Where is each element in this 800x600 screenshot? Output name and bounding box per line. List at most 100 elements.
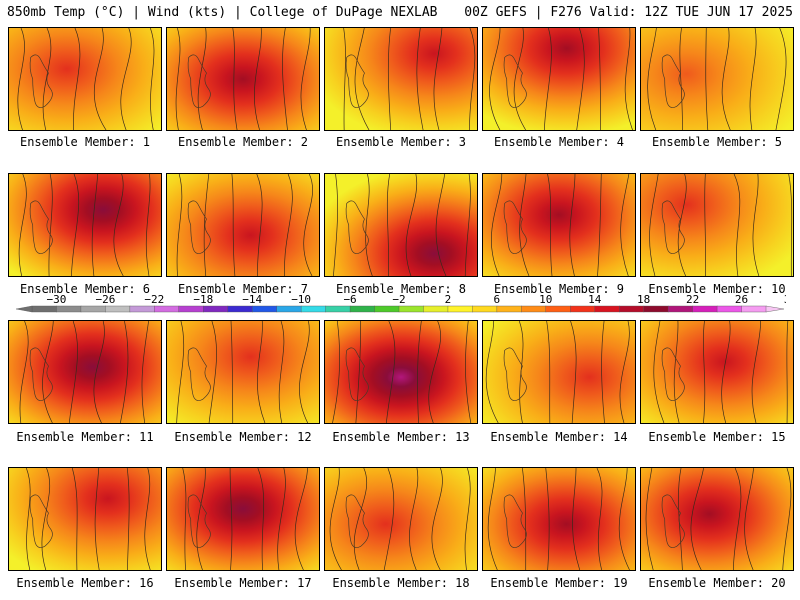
ensemble-member-map <box>166 27 320 131</box>
colorbar-swatch <box>447 305 473 313</box>
contour-line <box>465 321 472 423</box>
contour-line <box>721 28 731 130</box>
contour-line <box>704 174 707 276</box>
contour-line <box>619 321 630 423</box>
contour-line <box>428 321 441 423</box>
contour-line <box>294 468 308 570</box>
contour-line <box>73 28 81 130</box>
contour-line <box>385 321 396 423</box>
ensemble-member-map <box>8 320 162 424</box>
colorbar-tick-label: −18 <box>193 295 213 306</box>
temperature-colorbar: −30−26−22−18−14−10−6−2261014182226303438… <box>15 295 786 313</box>
contour-line <box>71 468 78 570</box>
temperature-field <box>641 174 793 276</box>
colorbar-tick-label: −14 <box>242 295 262 306</box>
colorbar-swatch <box>178 305 204 313</box>
colorbar-swatch <box>251 305 278 313</box>
colorbar-tick-label: 6 <box>494 295 501 306</box>
contour-line <box>620 174 630 276</box>
contour-line <box>598 28 601 130</box>
terrain-contour <box>661 200 685 254</box>
terrain-contour <box>187 200 211 254</box>
temperature-field <box>9 174 161 276</box>
temperature-field <box>9 468 161 570</box>
contour-line <box>176 321 185 423</box>
colorbar-swatch <box>643 305 669 313</box>
ensemble-member-label: Ensemble Member: 10 <box>648 282 786 296</box>
contour-line <box>343 28 346 130</box>
ensemble-member-map <box>166 320 320 424</box>
temperature-field <box>483 174 635 276</box>
colorbar-swatch <box>129 305 155 313</box>
run-valid-time: 00Z GEFS | F276 Valid: 12Z TUE JUN 17 20… <box>464 5 793 20</box>
contour-line <box>42 321 54 423</box>
contour-line <box>570 321 577 423</box>
temperature-field <box>167 28 319 130</box>
ensemble-member-label: Ensemble Member: 3 <box>335 135 467 149</box>
contour-line <box>196 468 206 570</box>
temperature-field <box>9 321 161 423</box>
contour-line <box>41 468 51 570</box>
ensemble-member-map <box>482 173 636 277</box>
ensemble-member-map <box>324 320 478 424</box>
temperature-field <box>167 174 319 276</box>
temperature-field <box>9 28 161 130</box>
contour-line <box>94 468 100 570</box>
contour-line <box>788 174 793 276</box>
colorbar-tick-label: −26 <box>95 295 115 306</box>
contour-line <box>176 174 183 276</box>
ensemble-member-label: Ensemble Member: 17 <box>174 576 312 590</box>
contour-line <box>572 468 581 570</box>
ensemble-member-label: Ensemble Member: 14 <box>490 430 628 444</box>
colorbar-tick-label: −30 <box>47 295 67 306</box>
ensemble-member-map <box>640 467 794 571</box>
contour-line <box>653 321 665 423</box>
contour-line <box>464 468 471 570</box>
contour-line <box>354 28 370 130</box>
contour-line <box>208 321 217 423</box>
contour-line <box>703 321 706 423</box>
colorbar-tick-label: 2 <box>445 295 452 306</box>
contour-line <box>775 28 787 130</box>
colorbar-min-arrow <box>15 305 33 313</box>
contour-line <box>26 468 31 570</box>
contour-line <box>42 28 52 130</box>
contour-line <box>229 468 233 570</box>
colorbar-swatch <box>594 305 620 313</box>
ensemble-member-map <box>166 173 320 277</box>
contour-line <box>303 174 313 276</box>
contour-line <box>71 174 80 276</box>
colorbar-swatch <box>570 305 596 313</box>
contour-line <box>355 321 362 423</box>
colorbar-swatch <box>398 305 424 313</box>
colorbar-swatch <box>325 305 351 313</box>
contour-line <box>141 321 149 423</box>
contour-line <box>405 174 418 276</box>
contour-line <box>489 28 501 130</box>
contour-line <box>569 174 576 276</box>
contour-line <box>485 321 499 423</box>
colorbar-swatch <box>227 305 253 313</box>
ensemble-member-label: Ensemble Member: 13 <box>332 430 470 444</box>
contour-line <box>782 468 792 570</box>
ensemble-member-map <box>640 27 794 131</box>
contour-line <box>256 321 266 423</box>
colorbar-swatch <box>667 305 694 313</box>
colorbar-tick-label: 10 <box>539 295 552 306</box>
contour-line <box>749 28 757 130</box>
colorbar-tick-label: 18 <box>637 295 650 306</box>
contour-line <box>332 321 340 423</box>
contour-line <box>618 468 630 570</box>
ensemble-member-map <box>482 467 636 571</box>
contour-line <box>469 28 476 130</box>
contour-line <box>365 174 373 276</box>
contour-line <box>435 174 447 276</box>
colorbar-swatch <box>349 305 376 313</box>
ensemble-member-map <box>324 173 478 277</box>
contour-line <box>647 28 657 130</box>
temperature-field <box>641 28 793 130</box>
contour-line <box>126 468 130 570</box>
contour-line <box>230 321 234 423</box>
contour-line <box>91 174 99 276</box>
terrain-contour <box>345 494 369 548</box>
